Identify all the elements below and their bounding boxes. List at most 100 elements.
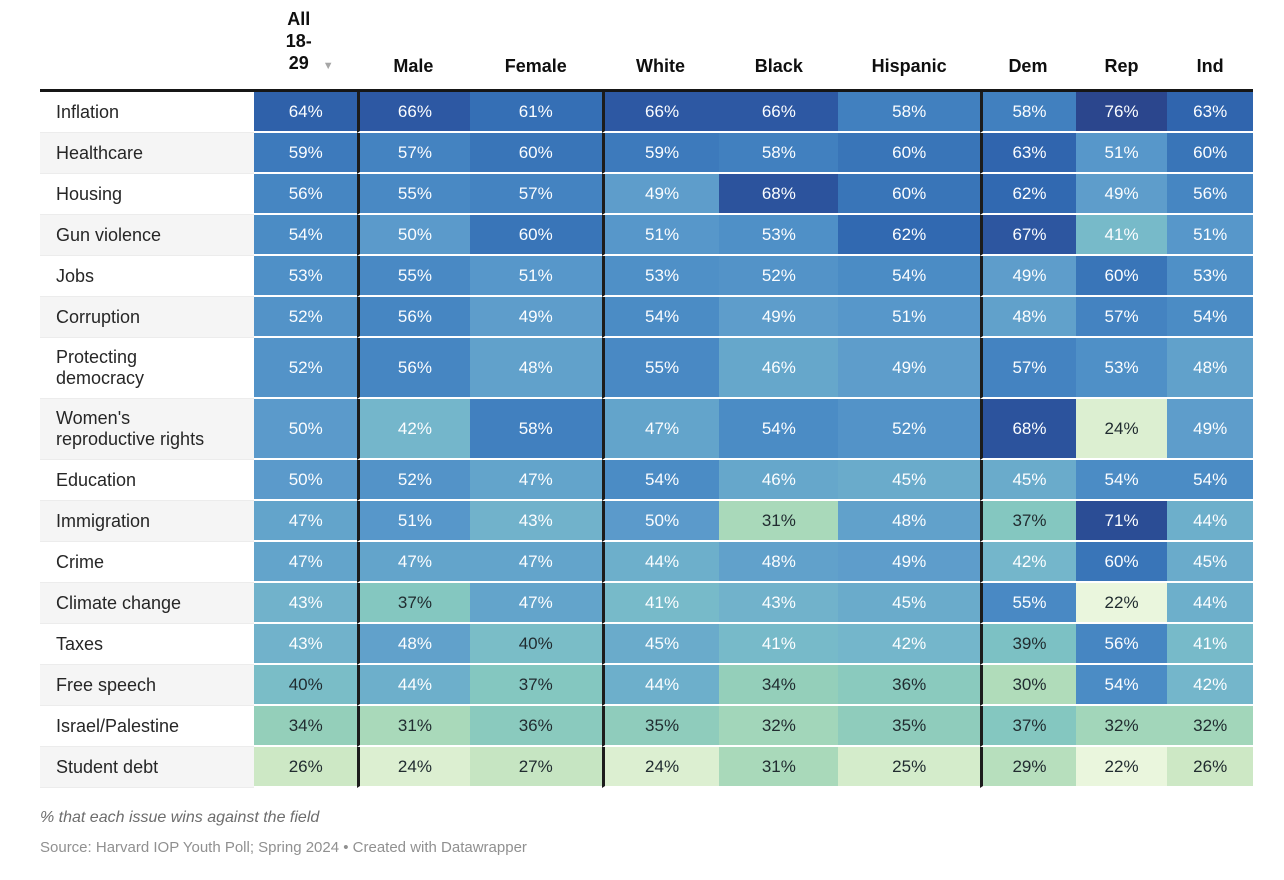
heatmap-cell-women-s-reproductive-rights-black: 54% <box>719 399 839 460</box>
heatmap-cell-taxes-black: 41% <box>719 624 839 665</box>
heatmap-cell-gun-violence-white: 51% <box>601 215 720 256</box>
heatmap-cell-women-s-reproductive-rights-male: 42% <box>357 399 470 460</box>
column-header-hispanic[interactable]: Hispanic <box>838 4 981 92</box>
heatmap-cell-gun-violence-ind: 51% <box>1167 215 1253 256</box>
heatmap-cell-housing-male: 55% <box>357 174 470 215</box>
heatmap-cell-gun-violence-hispanic: 62% <box>838 215 981 256</box>
table-body: Inflation 64% 66% 61% 66% 66% 58% 58% 76% 63% Heal… <box>40 92 1253 788</box>
row-label: Healthcare <box>40 133 255 174</box>
column-header-white[interactable]: White <box>601 4 720 92</box>
heatmap-cell-climate-change-white: 41% <box>601 583 720 624</box>
table-row-taxes: Taxes 43% 48% 40% 45% 41% 42% 39% 56% 41% <box>40 624 1253 665</box>
column-header-ind[interactable]: Ind <box>1167 4 1253 92</box>
heatmap-cell-israel-palestine-ind: 32% <box>1167 706 1253 747</box>
row-label: Education <box>40 460 255 501</box>
heatmap-cell-housing-dem: 62% <box>980 174 1076 215</box>
heatmap-cell-protecting-democracy-dem: 57% <box>980 338 1076 399</box>
table-row-climate-change: Climate change 43% 37% 47% 41% 43% 45% 55% 22% 44… <box>40 583 1253 624</box>
heatmap-cell-israel-palestine-rep: 32% <box>1075 706 1168 747</box>
heatmap-cell-housing-all-18-29: 56% <box>254 174 358 215</box>
heatmap-cell-student-debt-black: 31% <box>719 747 839 788</box>
row-label-text: Immigration <box>56 510 151 531</box>
heatmap-cell-healthcare-male: 57% <box>357 133 470 174</box>
column-header-male[interactable]: Male <box>357 4 470 92</box>
heatmap-cell-inflation-male: 66% <box>357 92 470 133</box>
row-label-text: Healthcare <box>56 142 144 163</box>
row-label: Protecting democracy <box>40 338 255 399</box>
heatmap-cell-climate-change-male: 37% <box>357 583 470 624</box>
heatmap-cell-healthcare-dem: 63% <box>980 133 1076 174</box>
heatmap-cell-gun-violence-rep: 41% <box>1075 215 1168 256</box>
heatmap-cell-education-male: 52% <box>357 460 470 501</box>
table-row-corruption: Corruption 52% 56% 49% 54% 49% 51% 48% 57% 54% <box>40 297 1253 338</box>
heatmap-cell-taxes-dem: 39% <box>980 624 1076 665</box>
heatmap-cell-crime-ind: 45% <box>1167 542 1253 583</box>
column-header-all-18-29[interactable]: All 18-29 ▼ <box>254 4 358 92</box>
table-row-free-speech: Free speech 40% 44% 37% 44% 34% 36% 30% 54% 42% <box>40 665 1253 706</box>
heatmap-cell-jobs-female: 51% <box>469 256 602 297</box>
heatmap-cell-inflation-all-18-29: 64% <box>254 92 358 133</box>
row-label: Climate change <box>40 583 255 624</box>
heatmap-cell-corruption-dem: 48% <box>980 297 1076 338</box>
table-row-jobs: Jobs 53% 55% 51% 53% 52% 54% 49% 60% 53% <box>40 256 1253 297</box>
heatmap-cell-protecting-democracy-ind: 48% <box>1167 338 1253 399</box>
table-row-student-debt: Student debt 26% 24% 27% 24% 31% 25% 29% 22% 26% <box>40 747 1253 788</box>
heatmap-cell-israel-palestine-black: 32% <box>719 706 839 747</box>
heatmap-cell-housing-hispanic: 60% <box>838 174 981 215</box>
heatmap-cell-jobs-all-18-29: 53% <box>254 256 358 297</box>
heatmap-cell-immigration-rep: 71% <box>1075 501 1168 542</box>
heatmap-cell-healthcare-white: 59% <box>601 133 720 174</box>
heatmap-cell-corruption-hispanic: 51% <box>838 297 981 338</box>
heatmap-cell-israel-palestine-male: 31% <box>357 706 470 747</box>
column-header-dem[interactable]: Dem <box>980 4 1076 92</box>
table-row-housing: Housing 56% 55% 57% 49% 68% 60% 62% 49% 56% <box>40 174 1253 215</box>
heatmap-cell-women-s-reproductive-rights-all-18-29: 50% <box>254 399 358 460</box>
column-header-label: Black <box>754 56 803 76</box>
heatmap-cell-women-s-reproductive-rights-dem: 68% <box>980 399 1076 460</box>
heatmap-cell-women-s-reproductive-rights-white: 47% <box>601 399 720 460</box>
table-row-women-s-reproductive-rights: Women's reproductive rights 50% 42% 58% 47% 5… <box>40 399 1253 460</box>
heatmap-cell-israel-palestine-dem: 37% <box>980 706 1076 747</box>
row-label: Student debt <box>40 747 255 788</box>
heatmap-cell-immigration-hispanic: 48% <box>838 501 981 542</box>
heatmap-cell-taxes-ind: 41% <box>1167 624 1253 665</box>
row-label-text: Taxes <box>56 633 104 654</box>
heatmap-cell-israel-palestine-female: 36% <box>469 706 602 747</box>
chart-source: Source: Harvard IOP Youth Poll; Spring 2… <box>40 839 527 856</box>
heatmap-cell-crime-white: 44% <box>601 542 720 583</box>
heatmap-cell-housing-white: 49% <box>601 174 720 215</box>
heatmap-cell-housing-ind: 56% <box>1167 174 1253 215</box>
column-header-female[interactable]: Female <box>469 4 602 92</box>
heatmap-cell-corruption-white: 54% <box>601 297 720 338</box>
heatmap-cell-inflation-white: 66% <box>601 92 720 133</box>
row-label-text: Israel/Palestine <box>56 715 180 736</box>
column-header-rep[interactable]: Rep <box>1075 4 1168 92</box>
header-row: All 18-29 ▼ Male Female White Black Hispanic De… <box>40 4 1253 92</box>
heatmap-cell-free-speech-rep: 54% <box>1075 665 1168 706</box>
heatmap-cell-gun-violence-all-18-29: 54% <box>254 215 358 256</box>
column-header-black[interactable]: Black <box>719 4 839 92</box>
heatmap-cell-protecting-democracy-male: 56% <box>357 338 470 399</box>
heatmap-cell-student-debt-white: 24% <box>601 747 720 788</box>
heatmap-cell-taxes-all-18-29: 43% <box>254 624 358 665</box>
heatmap-cell-climate-change-black: 43% <box>719 583 839 624</box>
heatmap-cell-crime-all-18-29: 47% <box>254 542 358 583</box>
heatmap-cell-inflation-ind: 63% <box>1167 92 1253 133</box>
row-label: Jobs <box>40 256 255 297</box>
heatmap-cell-immigration-ind: 44% <box>1167 501 1253 542</box>
heatmap-cell-climate-change-female: 47% <box>469 583 602 624</box>
row-label: Immigration <box>40 501 255 542</box>
column-header-label: Ind <box>1196 56 1224 76</box>
table-row-education: Education 50% 52% 47% 54% 46% 45% 45% 54% 54% <box>40 460 1253 501</box>
column-header-label: White <box>636 56 686 76</box>
heatmap-cell-israel-palestine-hispanic: 35% <box>838 706 981 747</box>
heatmap-cell-protecting-democracy-white: 55% <box>601 338 720 399</box>
heatmap-cell-education-hispanic: 45% <box>838 460 981 501</box>
heatmap-cell-corruption-female: 49% <box>469 297 602 338</box>
heatmap-cell-student-debt-female: 27% <box>469 747 602 788</box>
heatmap-cell-housing-rep: 49% <box>1075 174 1168 215</box>
row-label-text: Climate change <box>56 592 182 613</box>
heatmap-cell-climate-change-dem: 55% <box>980 583 1076 624</box>
heatmap-cell-climate-change-rep: 22% <box>1075 583 1168 624</box>
heatmap-cell-taxes-rep: 56% <box>1075 624 1168 665</box>
